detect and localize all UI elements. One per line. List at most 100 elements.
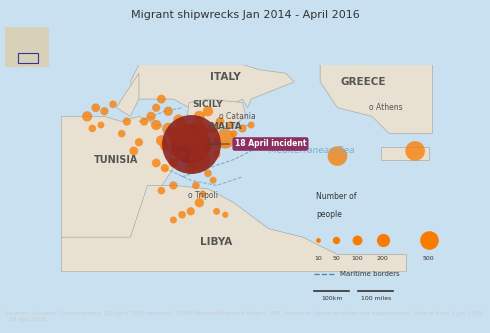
Point — [239, 126, 246, 131]
Point — [152, 160, 160, 166]
Point — [379, 237, 387, 243]
Point — [187, 141, 195, 147]
Point — [157, 97, 165, 102]
Point — [204, 109, 212, 114]
Point — [109, 102, 117, 107]
Point — [178, 152, 186, 157]
Point — [152, 122, 160, 128]
Text: o Tripoli: o Tripoli — [188, 191, 218, 200]
Point — [213, 140, 220, 145]
Point — [192, 183, 200, 188]
Point — [221, 136, 229, 142]
Text: GREECE: GREECE — [341, 77, 386, 87]
Point — [187, 166, 195, 171]
Point — [123, 119, 131, 124]
Polygon shape — [222, 141, 227, 146]
Text: o Athens: o Athens — [369, 103, 403, 112]
Point — [83, 114, 91, 119]
Point — [170, 183, 177, 188]
Text: ITALY: ITALY — [210, 72, 241, 82]
Point — [315, 237, 322, 243]
Text: Migrant shipwrecks Jan 2014 - April 2016: Migrant shipwrecks Jan 2014 - April 2016 — [131, 10, 359, 20]
Polygon shape — [61, 116, 173, 254]
Text: 100km: 100km — [321, 296, 343, 301]
Point — [147, 114, 155, 119]
Point — [196, 157, 203, 162]
Point — [182, 126, 190, 131]
Text: 10: 10 — [315, 256, 322, 261]
Point — [170, 148, 177, 154]
Point — [164, 126, 172, 131]
Text: 200: 200 — [377, 256, 389, 261]
Point — [170, 131, 177, 136]
Point — [221, 212, 229, 217]
Point — [92, 105, 99, 111]
Point — [226, 122, 234, 128]
Point — [118, 131, 125, 136]
Point — [199, 148, 207, 154]
Point — [425, 237, 433, 243]
Point — [209, 126, 217, 131]
Bar — [18, 53, 38, 64]
Polygon shape — [5, 58, 49, 67]
Point — [197, 128, 205, 133]
Text: 50: 50 — [332, 256, 340, 261]
Point — [130, 148, 138, 154]
Point — [187, 141, 195, 147]
Point — [161, 143, 169, 149]
Point — [170, 217, 177, 223]
Text: MALTA: MALTA — [209, 122, 242, 131]
Point — [183, 131, 191, 136]
Polygon shape — [381, 148, 429, 160]
Point — [194, 129, 201, 135]
Point — [204, 171, 212, 176]
Point — [88, 126, 96, 131]
Text: 100 miles: 100 miles — [361, 296, 391, 301]
Point — [140, 119, 148, 124]
Text: LIBYA: LIBYA — [200, 237, 233, 247]
Point — [161, 166, 169, 171]
Point — [199, 191, 207, 197]
Polygon shape — [117, 73, 139, 116]
Point — [175, 117, 183, 123]
Point — [100, 109, 108, 114]
Text: SICILY: SICILY — [193, 100, 223, 109]
Point — [204, 143, 212, 149]
Point — [164, 109, 172, 114]
Point — [135, 140, 143, 145]
Text: o Catania: o Catania — [219, 112, 256, 121]
Text: Number of: Number of — [316, 192, 356, 201]
Point — [213, 152, 220, 157]
Point — [187, 209, 195, 214]
Point — [353, 237, 361, 243]
Point — [178, 122, 186, 128]
Point — [196, 200, 203, 205]
Polygon shape — [5, 27, 49, 58]
Text: people: people — [316, 210, 342, 219]
Point — [199, 136, 207, 142]
Polygon shape — [187, 99, 246, 130]
Point — [196, 114, 203, 119]
Point — [213, 209, 220, 214]
Point — [157, 138, 165, 143]
Polygon shape — [320, 65, 432, 134]
Point — [247, 122, 255, 128]
Point — [411, 148, 419, 154]
Point — [180, 138, 188, 143]
Text: TUNISIA: TUNISIA — [94, 155, 139, 165]
Point — [178, 212, 186, 217]
Text: Sources: Forensic Oceanography (18 April 2015 incident), IOM's Missing Migrants : Sources: Forensic Oceanography (18 April… — [5, 311, 482, 322]
Text: 500: 500 — [423, 256, 435, 261]
Point — [334, 154, 342, 159]
Point — [157, 188, 165, 193]
Point — [152, 105, 160, 111]
Text: Maritime borders: Maritime borders — [341, 271, 400, 277]
Point — [332, 237, 340, 243]
Point — [209, 177, 217, 183]
Point — [216, 119, 224, 124]
Point — [192, 145, 200, 150]
Text: Mediterranean Sea: Mediterranean Sea — [269, 147, 354, 156]
Polygon shape — [61, 185, 407, 272]
Point — [176, 154, 184, 159]
Polygon shape — [130, 65, 294, 116]
